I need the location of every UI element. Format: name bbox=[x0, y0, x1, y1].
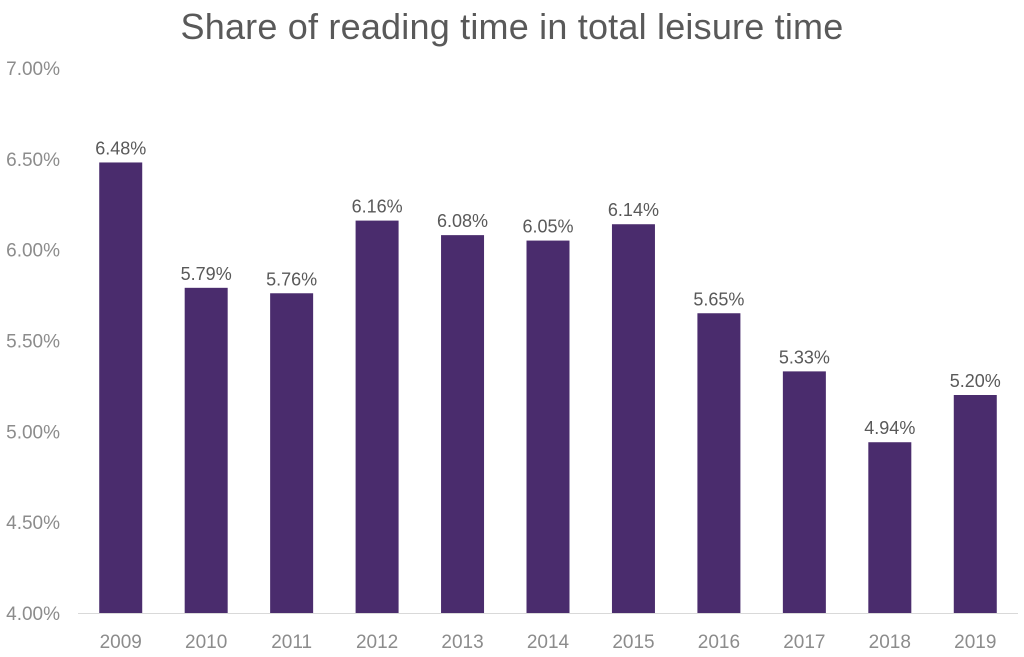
x-tick-label: 2009 bbox=[100, 632, 142, 653]
data-label: 6.16% bbox=[352, 197, 403, 217]
bar-2015 bbox=[611, 224, 655, 613]
chart-title: Share of reading time in total leisure t… bbox=[180, 6, 844, 47]
bar-2017 bbox=[782, 371, 826, 613]
x-tick-label: 2015 bbox=[612, 632, 654, 653]
bar-2013 bbox=[441, 235, 485, 613]
y-tick-label: 5.00% bbox=[6, 422, 60, 443]
y-tick-label: 7.00% bbox=[6, 59, 60, 80]
data-label: 5.33% bbox=[779, 347, 830, 367]
x-tick-label: 2013 bbox=[441, 632, 483, 653]
x-tick-label: 2019 bbox=[954, 632, 996, 653]
data-label: 5.76% bbox=[266, 269, 317, 289]
x-tick-label: 2011 bbox=[271, 632, 312, 653]
data-label: 5.79% bbox=[181, 264, 232, 284]
data-label: 6.05% bbox=[522, 217, 573, 237]
bar-2019 bbox=[953, 395, 997, 613]
x-tick-label: 2016 bbox=[698, 632, 740, 653]
y-tick-label: 4.50% bbox=[6, 513, 60, 534]
y-tick-label: 6.00% bbox=[6, 241, 60, 262]
data-label: 6.14% bbox=[608, 200, 659, 220]
y-tick-label: 5.50% bbox=[6, 332, 60, 353]
bar-2014 bbox=[526, 240, 570, 614]
x-tick-label: 2012 bbox=[356, 632, 398, 653]
bar-2012 bbox=[355, 220, 399, 613]
bar-2009 bbox=[99, 162, 143, 613]
x-tick-label: 2018 bbox=[869, 632, 911, 653]
x-tick-label: 2014 bbox=[527, 632, 570, 653]
x-tick-label: 2017 bbox=[783, 632, 825, 653]
data-label: 6.08% bbox=[437, 211, 488, 231]
data-label: 6.48% bbox=[95, 138, 146, 158]
bar-2018 bbox=[868, 442, 912, 613]
bar-2010 bbox=[184, 287, 228, 613]
data-label: 4.94% bbox=[864, 418, 915, 438]
y-tick-label: 4.00% bbox=[6, 604, 60, 625]
bar-2011 bbox=[270, 293, 314, 613]
data-label: 5.65% bbox=[693, 289, 744, 309]
bar-2016 bbox=[697, 313, 741, 613]
y-tick-label: 6.50% bbox=[6, 150, 60, 171]
data-label: 5.20% bbox=[950, 371, 1001, 391]
x-tick-label: 2010 bbox=[185, 632, 227, 653]
